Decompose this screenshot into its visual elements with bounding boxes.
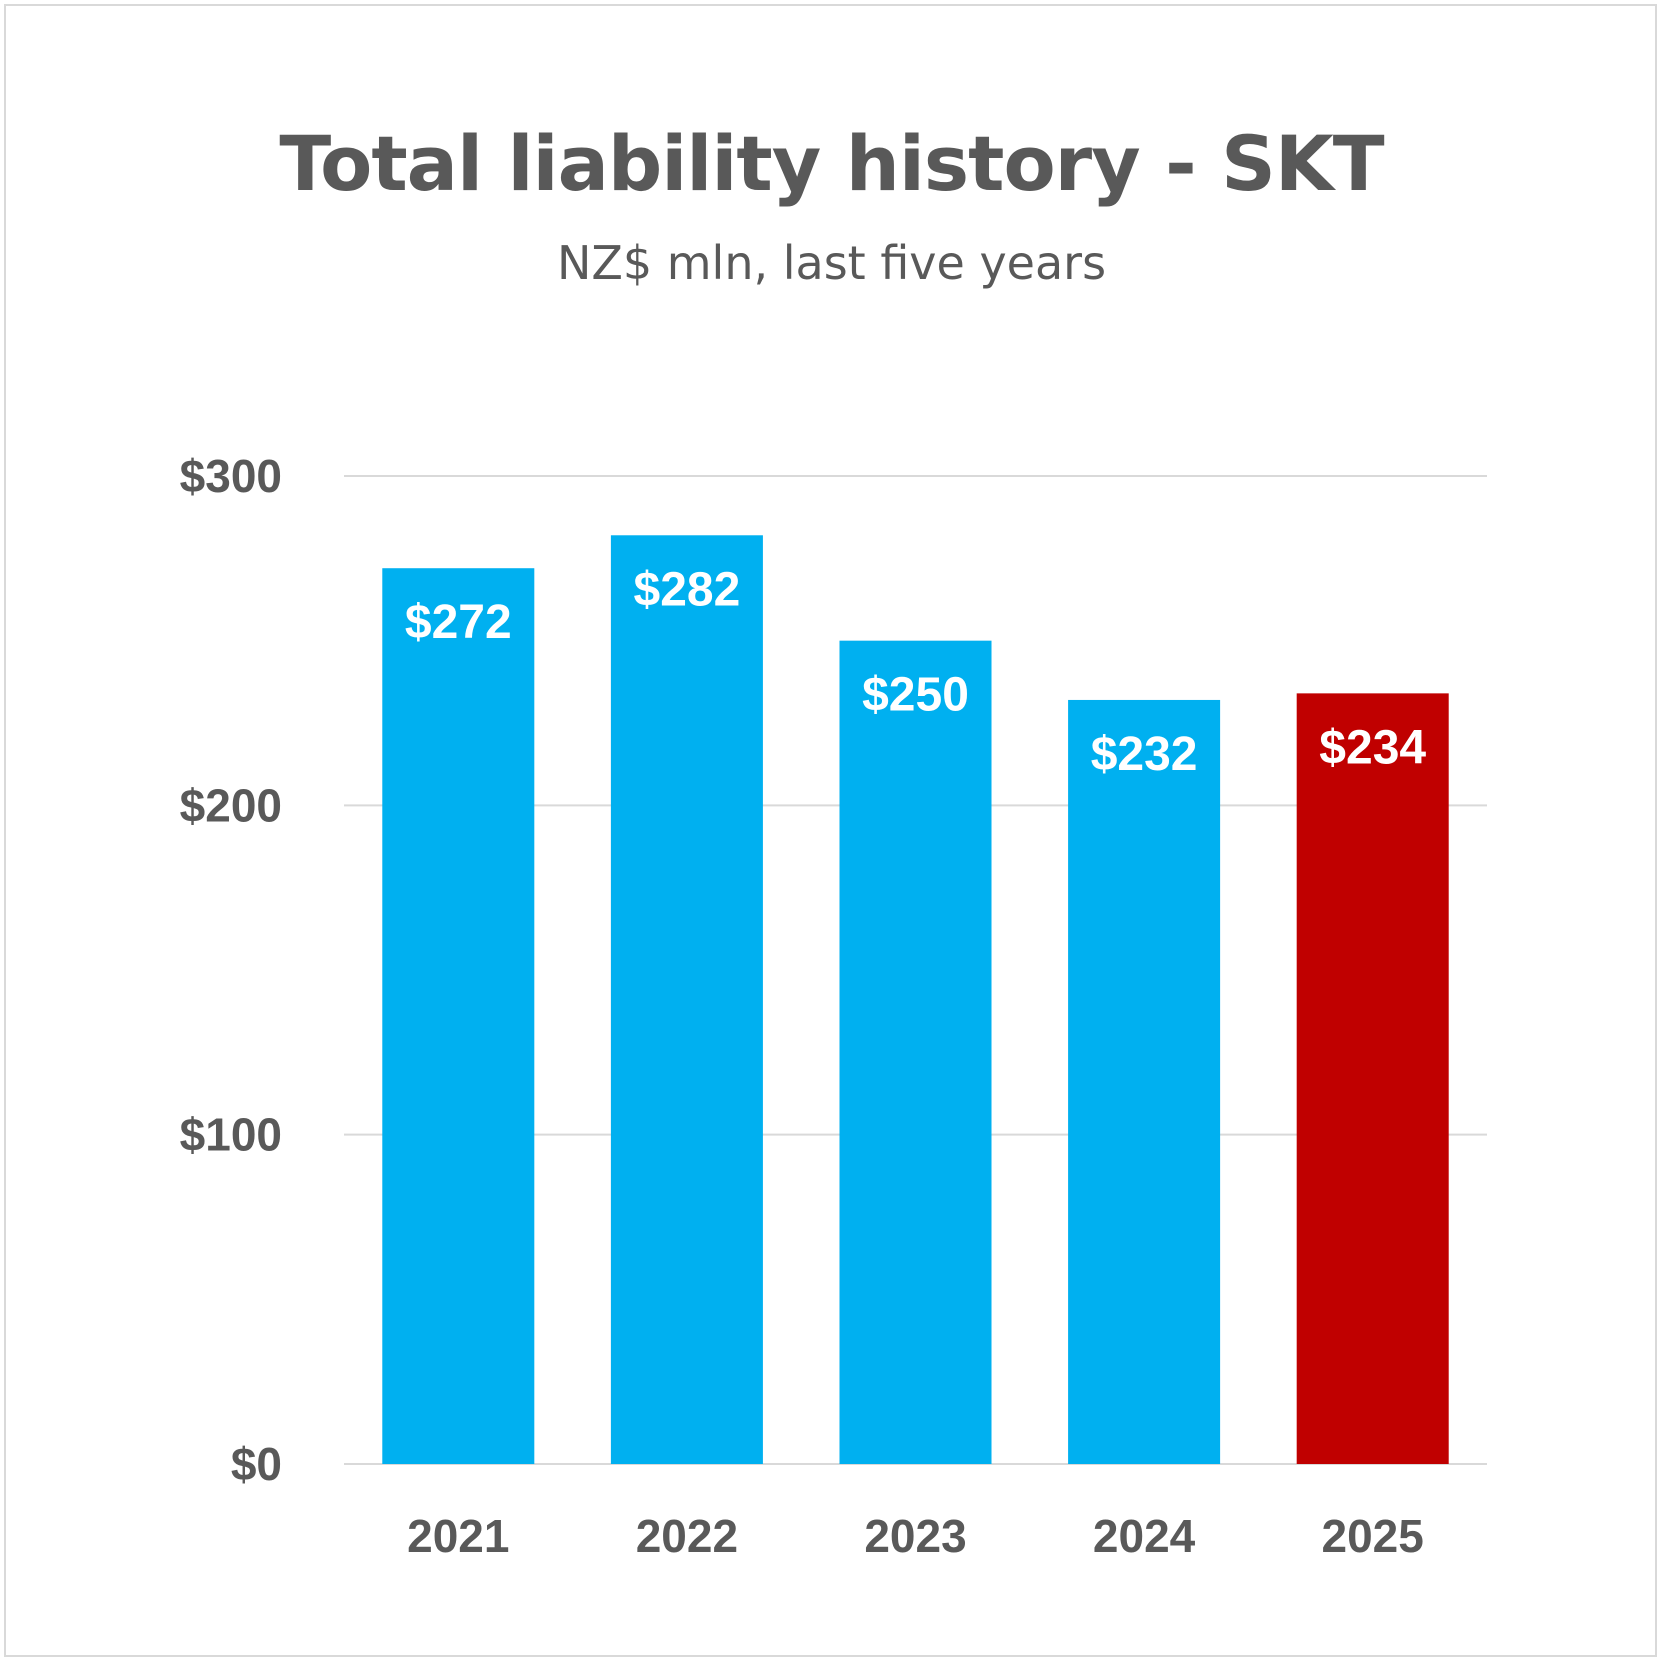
bars	[382, 535, 1449, 1464]
data-label: $234	[1319, 721, 1426, 774]
y-tick-label: $300	[180, 450, 282, 502]
y-tick-label: $0	[231, 1438, 282, 1490]
x-tick-label: 2021	[407, 1510, 509, 1562]
chart-title: Total liability history - SKT	[279, 119, 1384, 208]
bar-2025	[1296, 693, 1449, 1464]
data-label: $250	[862, 669, 969, 722]
x-tick-label: 2022	[636, 1510, 738, 1562]
data-labels: $272 $282 $250 $232 $234	[405, 563, 1426, 781]
y-axis: $0 $100 $200 $300	[180, 450, 282, 1490]
x-tick-label: 2025	[1322, 1510, 1424, 1562]
data-label: $282	[634, 563, 741, 616]
chart-subtitle: NZ$ mln, last five years	[556, 236, 1107, 290]
bar-2021	[382, 568, 535, 1464]
data-label: $272	[405, 596, 512, 649]
data-label: $232	[1091, 728, 1198, 781]
x-tick-label: 2024	[1093, 1510, 1196, 1562]
x-axis: 2021 2022 2023 2024 2025	[407, 1510, 1424, 1562]
bar-2023	[839, 640, 992, 1464]
y-tick-label: $100	[180, 1109, 282, 1161]
bar-2024	[1068, 699, 1221, 1464]
x-tick-label: 2023	[864, 1510, 966, 1562]
bar-2022	[610, 535, 763, 1464]
y-tick-label: $200	[180, 779, 282, 831]
